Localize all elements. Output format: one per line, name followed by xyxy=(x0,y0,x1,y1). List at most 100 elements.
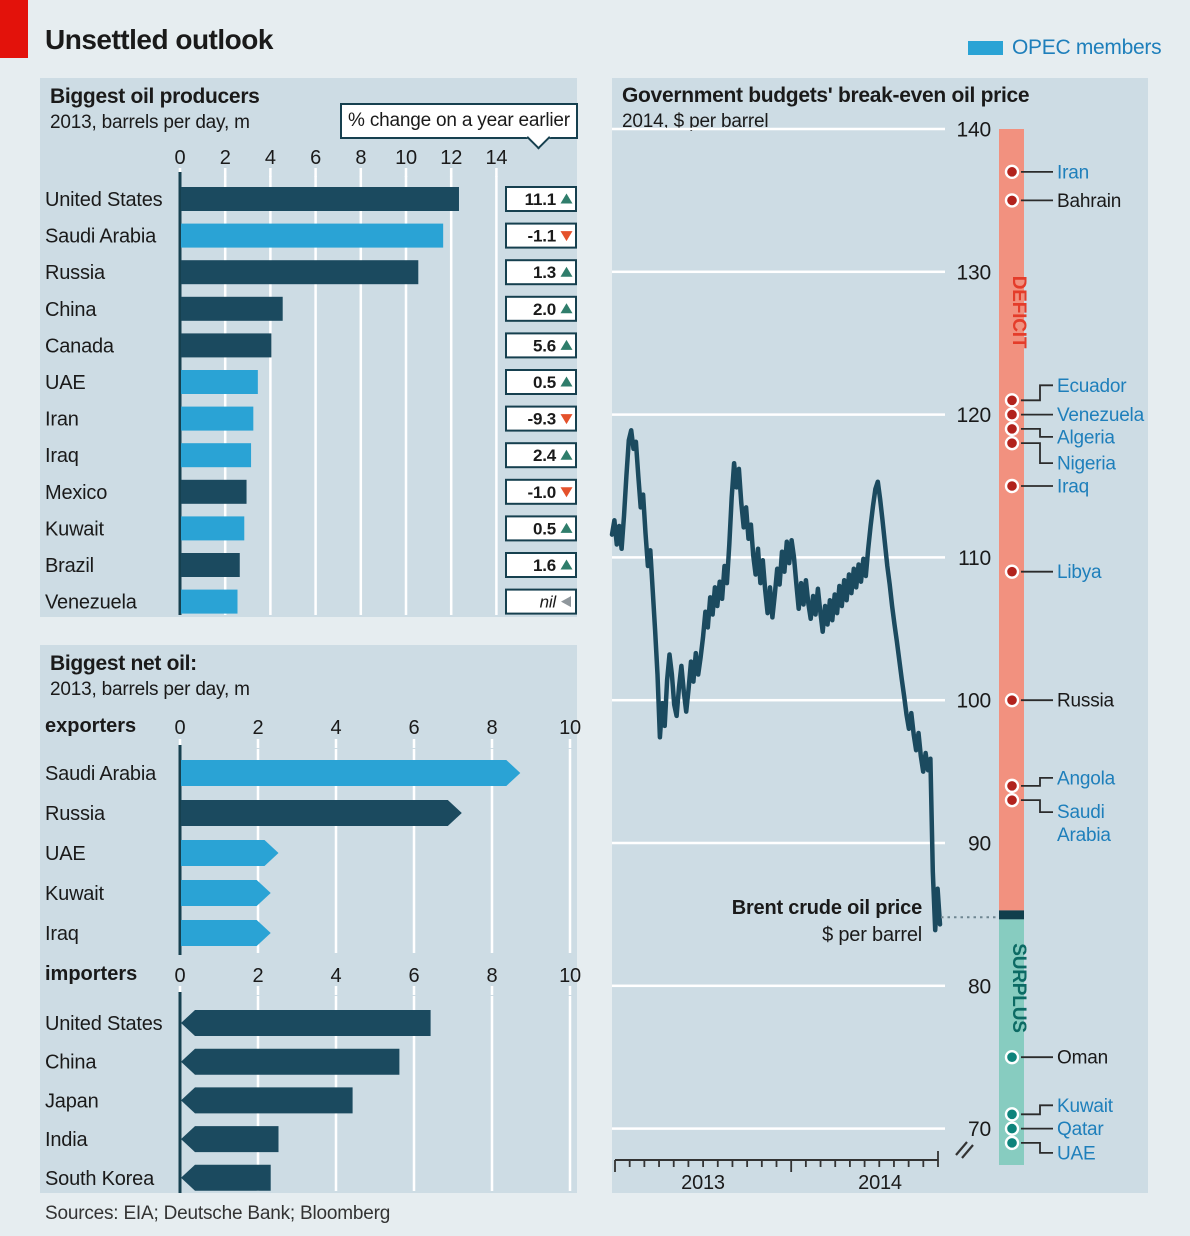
change-value-mexico: -1.0 xyxy=(528,483,557,502)
up-triangle-icon xyxy=(560,449,573,460)
row-label-uae: UAE xyxy=(45,372,86,394)
breakeven-dot-algeria xyxy=(1004,421,1020,437)
importers-axis-tick-label: 4 xyxy=(331,965,342,987)
breakeven-gridline xyxy=(612,1127,945,1130)
importers-bar-china xyxy=(181,1048,400,1075)
brent-line-sublabel: $ per barrel xyxy=(822,924,922,946)
breakeven-dot-bahrain xyxy=(1004,193,1020,208)
opec-legend-swatch xyxy=(968,41,1003,55)
up-triangle-icon xyxy=(560,266,573,277)
exporters-axis-line xyxy=(178,745,182,955)
breakeven-ytick-90: 90 xyxy=(968,833,991,856)
breakeven-ytick-110: 110 xyxy=(958,547,991,570)
importers-axis-tick xyxy=(412,986,416,995)
bar-iran xyxy=(181,406,254,431)
producers-gridline xyxy=(359,176,363,615)
bar-china xyxy=(181,296,283,321)
exporters-axis-tick xyxy=(412,739,416,748)
exporters-gridline xyxy=(412,749,416,953)
importers-bar-japan xyxy=(181,1087,353,1114)
breakeven-ytick-80: 80 xyxy=(968,975,991,998)
exporters-row-label-iraq: Iraq xyxy=(45,923,79,945)
exporters-axis-tick-label: 6 xyxy=(409,717,420,739)
exporters-gridline xyxy=(490,749,494,953)
producers-gridline xyxy=(223,176,227,615)
exporters-axis-tick-label: 0 xyxy=(175,717,186,739)
producers-axis-tick xyxy=(314,168,317,177)
bar-saudi-arabia xyxy=(181,223,444,248)
up-triangle-icon xyxy=(560,303,573,314)
surplus-zone-label: SURPLUS xyxy=(1008,943,1029,1032)
country-label-libya: Libya xyxy=(1057,562,1102,583)
producers-gridline xyxy=(404,176,408,615)
country-label-russia: Russia xyxy=(1057,691,1115,712)
bar-uae xyxy=(181,370,258,394)
exporters-axis-tick xyxy=(490,739,494,748)
flat-triangle-icon xyxy=(561,596,571,608)
breakeven-dot-oman xyxy=(1004,1049,1020,1065)
exporters-row-label-saudi-arabia: Saudi Arabia xyxy=(45,763,157,785)
breakeven-gridline xyxy=(612,984,945,988)
importers-section-label: importers xyxy=(45,963,138,985)
bar-venezuela xyxy=(181,589,238,614)
breakeven-dot-qatar xyxy=(1004,1121,1020,1136)
year-label-2013: 2013 xyxy=(681,1172,725,1194)
breakeven-dot-saudi-arabia xyxy=(1004,792,1020,808)
row-label-canada: Canada xyxy=(45,335,115,357)
country-label-bahrain: Bahrain xyxy=(1057,191,1121,212)
breakeven-dot-kuwait xyxy=(1004,1107,1020,1122)
producers-axis-line xyxy=(178,172,182,615)
marker-connector-ecuador xyxy=(1021,384,1053,402)
breakeven-ytick-120: 120 xyxy=(957,404,991,427)
economist-red-tab xyxy=(0,0,28,58)
breakeven-gridline xyxy=(612,841,945,845)
net-oil-title: Biggest net oil: xyxy=(50,652,197,675)
exporters-bar-saudi-arabia xyxy=(181,760,521,786)
country-label-qatar: Qatar xyxy=(1057,1119,1104,1140)
country-label-kuwait: Kuwait xyxy=(1057,1096,1114,1117)
country-label-iraq: Iraq xyxy=(1057,477,1089,498)
country-label-oman: Oman xyxy=(1057,1048,1108,1069)
net-oil-subtitle: 2013, barrels per day, m xyxy=(50,679,250,700)
row-label-kuwait: Kuwait xyxy=(45,518,104,540)
importers-gridline xyxy=(568,996,572,1191)
exporters-axis-tick xyxy=(178,739,182,748)
up-triangle-icon xyxy=(560,376,573,387)
percent-change-callout-text: % change on a year earlier xyxy=(348,110,570,131)
change-value-venezuela: nil xyxy=(540,593,558,612)
exporters-gridline xyxy=(568,749,572,953)
up-triangle-icon xyxy=(560,193,573,204)
importers-row-label-china: China xyxy=(45,1052,97,1074)
breakeven-dot-venezuela xyxy=(1004,407,1020,422)
bar-brazil xyxy=(181,553,240,577)
producers-axis-tick xyxy=(495,168,498,177)
change-value-china: 2.0 xyxy=(533,300,556,319)
importers-axis-tick xyxy=(178,986,182,995)
exporters-axis-tick-label: 8 xyxy=(487,717,498,739)
importers-axis-tick-label: 8 xyxy=(487,965,498,987)
down-triangle-icon xyxy=(560,487,573,498)
producers-gridline xyxy=(314,176,317,615)
opec-legend-label: OPEC members xyxy=(1012,36,1162,59)
row-label-russia: Russia xyxy=(45,262,106,284)
exporters-axis-tick-label: 2 xyxy=(253,717,264,739)
change-value-kuwait: 0.5 xyxy=(533,519,556,538)
producers-axis-tick xyxy=(449,168,453,177)
importers-axis-tick xyxy=(490,986,494,995)
down-triangle-icon xyxy=(560,231,573,242)
breakeven-gridline xyxy=(612,127,945,131)
page-title: Unsettled outlook xyxy=(45,24,273,55)
country-label-iran: Iran xyxy=(1057,162,1089,183)
exporters-axis-tick xyxy=(256,739,260,748)
bar-mexico xyxy=(181,479,247,504)
producers-axis-tick-label: 2 xyxy=(220,147,231,169)
marker-connector-uae xyxy=(1021,1141,1053,1154)
country-label-nigeria: Nigeria xyxy=(1057,454,1116,475)
breakeven-dot-iran xyxy=(1004,164,1020,180)
panel-biggest-oil-producers xyxy=(40,78,577,617)
brent-price-line xyxy=(609,428,943,933)
importers-axis-line xyxy=(178,992,182,1193)
exporters-axis-tick-label: 4 xyxy=(331,717,342,739)
country-label-saudi-arabia: Saudi Arabia xyxy=(1057,802,1111,846)
importers-gridline xyxy=(412,996,416,1191)
